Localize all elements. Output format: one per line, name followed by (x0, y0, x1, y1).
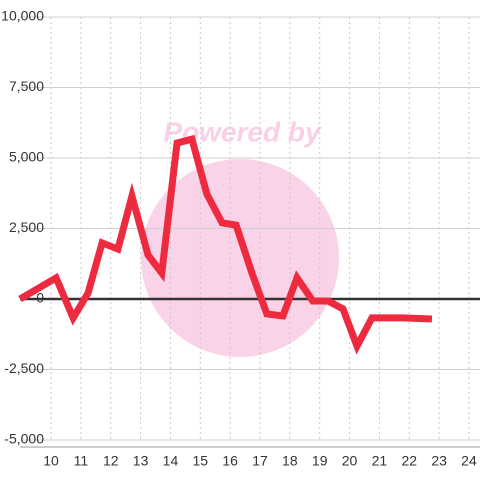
x-tick-label: 16 (222, 453, 238, 469)
x-tick-label: 15 (193, 453, 209, 469)
y-tick-label: 2,500 (9, 219, 44, 235)
y-tick-label: 5,000 (9, 149, 44, 165)
y-tick-label: 0 (36, 290, 44, 306)
y-tick-label: -2,500 (4, 360, 44, 376)
x-tick-label: 19 (312, 453, 328, 469)
x-tick-label: 11 (74, 453, 89, 469)
x-tick-label: 22 (401, 453, 417, 469)
x-tick-label: 12 (103, 453, 119, 469)
x-tick-label: 20 (342, 453, 358, 469)
x-tick-label: 23 (431, 453, 447, 469)
x-tick-label: 21 (372, 453, 388, 469)
x-tick-label: 13 (133, 453, 149, 469)
x-tick-label: 17 (252, 453, 268, 469)
y-tick-label: 7,500 (9, 78, 44, 94)
x-tick-label: 18 (282, 453, 298, 469)
y-tick-label: -5,000 (4, 431, 44, 447)
x-tick-label: 14 (163, 453, 179, 469)
data-line (18, 134, 433, 355)
x-tick-label: 10 (43, 453, 59, 469)
y-tick-label: 10,000 (1, 8, 44, 24)
x-tick-label: 24 (461, 453, 477, 469)
